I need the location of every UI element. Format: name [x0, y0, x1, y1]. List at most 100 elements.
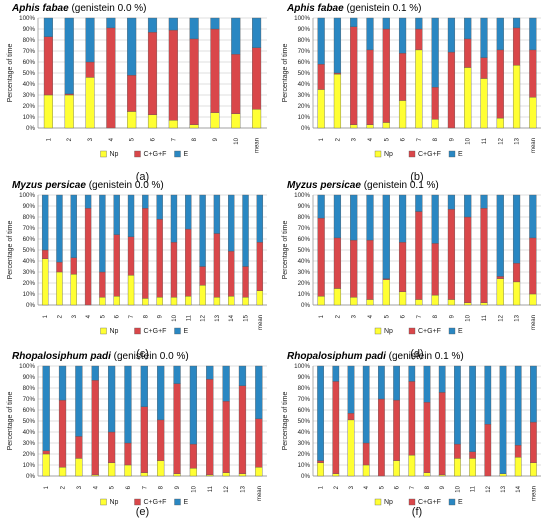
- y-tick-label: 40%: [298, 81, 311, 88]
- panel-title-species: Myzus persicae: [12, 180, 86, 191]
- bar-segment-np-mean: [530, 462, 537, 477]
- bar-segment-np-mean: [529, 293, 537, 306]
- bar-segment-np-14: [514, 457, 522, 477]
- bar-segment-cgf-5: [107, 431, 116, 463]
- bar-segment-cgf-6: [398, 242, 407, 292]
- bar-segment-e-9: [156, 194, 163, 220]
- y-tick-label: 60%: [23, 59, 36, 66]
- y-tick-label: 90%: [298, 26, 311, 33]
- bar-segment-np-8: [142, 298, 149, 306]
- bar-segment-cgf-13: [512, 27, 521, 66]
- panel-letter: (b): [410, 171, 423, 183]
- bar-segment-cgf-mean: [255, 418, 263, 468]
- bar-segment-np-1: [317, 296, 325, 306]
- bar-segment-e-2: [333, 17, 342, 74]
- panel-1: Aphis fabae (genistein 0.0 %) 0% 10% 20% 30%…: [7, 3, 267, 183]
- bar-segment-cgf-8: [431, 243, 439, 296]
- y-tick-label: 0%: [26, 473, 35, 480]
- bar-segment-cgf-8: [431, 87, 439, 120]
- bar-segment-cgf-1: [41, 249, 49, 259]
- y-tick-label: 90%: [23, 203, 36, 210]
- bar-segment-cgf-13: [213, 233, 221, 298]
- legend-label-1: Np: [110, 151, 119, 158]
- x-tick-label: 4: [86, 314, 92, 318]
- bar-segment-e-9: [173, 365, 181, 384]
- bar-segment-e-12: [199, 194, 206, 267]
- bar-segment-np-4: [366, 124, 374, 129]
- bar-segment-cgf-11: [185, 228, 192, 297]
- bar-segment-e-7: [127, 194, 135, 237]
- x-tick-label: 8: [192, 137, 198, 141]
- bar-segment-e-15: [242, 194, 249, 267]
- y-tick-label: 20%: [23, 103, 36, 110]
- y-tick-label: 0%: [26, 125, 35, 132]
- bar-segment-np-5: [127, 111, 137, 129]
- y-tick-label: 80%: [23, 385, 36, 392]
- legend-label-3: E: [458, 151, 463, 158]
- x-tick-label: 5: [100, 314, 106, 318]
- legend-swatch-2: [134, 327, 141, 335]
- bar-segment-e-5: [99, 194, 106, 273]
- x-tick-label: 14: [229, 314, 235, 321]
- y-axis-label: Percentage of time: [282, 44, 289, 103]
- panel-title: Aphis fabae (genistein 0.0 %): [11, 3, 147, 14]
- legend-label-2: C+G+F: [418, 328, 441, 335]
- y-tick-label: 90%: [23, 26, 36, 33]
- bar-segment-cgf-5: [382, 28, 390, 123]
- y-tick-label: 10%: [298, 291, 311, 298]
- bar-segment-np-10: [454, 458, 461, 477]
- panel-title-condition: (genistein 0.0 %): [69, 3, 147, 14]
- x-tick-label: 8: [143, 314, 149, 318]
- y-axis-label: Percentage of time: [282, 221, 289, 280]
- bar-segment-cgf-2: [333, 237, 342, 289]
- x-tick-label: 5: [384, 137, 390, 141]
- bar-segment-np-11: [185, 296, 192, 306]
- x-tick-label: 6: [401, 314, 407, 318]
- bar-segment-np-9: [156, 297, 163, 306]
- panel-title-condition: (genistein 0.0 %): [111, 351, 189, 362]
- y-tick-label: 0%: [301, 125, 310, 132]
- panel-2: Aphis fabae (genistein 0.1 %) 0% 10% 20% 30%…: [282, 3, 541, 183]
- bar-segment-cgf-9: [173, 383, 181, 474]
- x-tick-label: 8: [433, 314, 439, 318]
- x-tick-label: 2: [335, 314, 341, 318]
- x-tick-label: 3: [77, 485, 83, 489]
- legend-label-3: E: [184, 328, 189, 335]
- y-tick-label: 60%: [298, 236, 311, 243]
- y-tick-label: 0%: [301, 302, 310, 309]
- legend-label-2: C+G+F: [144, 499, 167, 506]
- bar-segment-cgf-1: [42, 450, 50, 455]
- bar-segment-np-7: [415, 49, 423, 129]
- x-tick-label: 1: [319, 314, 325, 318]
- x-tick-label: 12: [201, 314, 207, 321]
- legend-swatch-1: [100, 327, 107, 335]
- bar-segment-e-7: [415, 194, 423, 212]
- y-tick-label: 10%: [23, 114, 36, 121]
- x-tick-label: 10: [191, 485, 197, 492]
- legend-swatch-1: [374, 498, 382, 506]
- bar-segment-cgf-7: [168, 29, 178, 121]
- x-tick-label: 12: [486, 485, 492, 492]
- bar-segment-e-10: [454, 365, 461, 445]
- bar-segment-e-5: [382, 194, 390, 279]
- bar-segment-e-2: [332, 365, 340, 382]
- bar-segment-e-mean: [252, 17, 262, 48]
- bar-segment-cgf-4: [106, 27, 116, 129]
- legend-label-3: E: [184, 151, 189, 158]
- y-tick-label: 100%: [19, 192, 35, 199]
- legend-label-1: Np: [384, 499, 393, 506]
- bar-segment-e-3: [70, 194, 77, 258]
- bar-segment-cgf-13: [238, 385, 247, 474]
- bar-segment-np-1: [43, 94, 53, 129]
- bar-segment-e-mean: [530, 365, 537, 423]
- bar-segment-e-11: [469, 365, 476, 452]
- bar-segment-np-3: [347, 419, 355, 477]
- legend-swatch-1: [100, 150, 107, 158]
- x-tick-label: 7: [417, 137, 423, 141]
- bar-segment-e-4: [366, 194, 374, 241]
- bar-segment-e-14: [228, 194, 235, 252]
- legend-label-1: Np: [384, 151, 393, 158]
- x-tick-label: 6: [151, 137, 157, 141]
- x-tick-label: 3: [88, 137, 94, 141]
- bar-segment-e-7: [415, 17, 423, 30]
